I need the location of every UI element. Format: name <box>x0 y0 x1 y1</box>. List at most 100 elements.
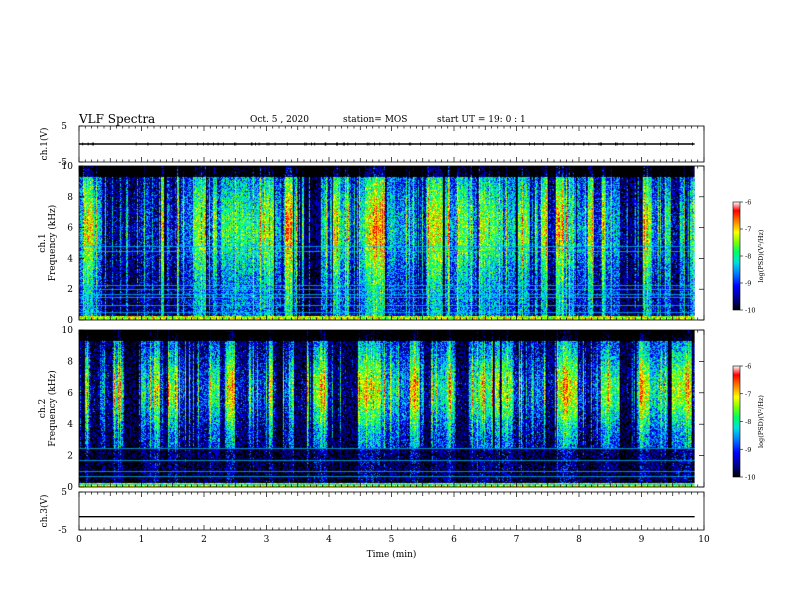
noise-mark <box>454 142 456 146</box>
noise-mark <box>336 142 338 146</box>
noise-mark <box>472 142 474 146</box>
noise-mark <box>266 142 268 146</box>
y-axis-label-ch2-spectrogram: ch.2Frequency (kHz) <box>38 370 58 447</box>
noise-mark <box>636 142 638 146</box>
y-tick-label: 4 <box>67 420 73 430</box>
noise-mark <box>147 142 149 146</box>
x-tick-label-8: 8 <box>576 535 582 545</box>
y-tick-label: 10 <box>62 162 74 172</box>
noise-mark <box>314 142 316 146</box>
date-label: Oct. 5 , 2020 <box>250 115 309 125</box>
noise-mark <box>408 142 410 146</box>
noise-mark <box>692 142 693 146</box>
noise-mark <box>304 142 306 146</box>
noise-mark <box>420 142 421 146</box>
y-tick-label: 2 <box>67 452 73 462</box>
colorbar-tick-label: -10 <box>745 474 755 482</box>
colorbar-label-ch2-spectrogram: log(PSD)(V²/Hz) <box>757 395 765 448</box>
noise-mark <box>567 142 569 146</box>
y-tick-label: 2 <box>67 285 73 295</box>
x-tick-label-2: 2 <box>201 535 207 545</box>
noise-mark <box>542 142 544 146</box>
noise-mark <box>598 142 600 146</box>
colorbar-tick-label: -9 <box>745 280 751 288</box>
noise-mark <box>600 142 601 146</box>
y-tick-label: -5 <box>58 526 67 536</box>
y-tick-label: 6 <box>67 224 73 234</box>
colorbar-ch2-spectrogram <box>732 365 741 478</box>
y-axis-label-ch3-waveform: ch.3(V) <box>39 495 50 528</box>
noise-mark <box>456 142 458 146</box>
noise-mark <box>509 142 511 146</box>
figure-title: VLF Spectra <box>79 112 156 126</box>
noise-mark <box>347 142 349 146</box>
noise-mark <box>435 142 437 146</box>
noise-mark <box>374 142 375 146</box>
colorbar-tick-label: -6 <box>745 199 751 207</box>
noise-mark <box>666 142 668 146</box>
noise-mark <box>410 142 412 146</box>
y-tick-label: 6 <box>67 389 73 399</box>
y-tick-label: 5 <box>61 488 67 498</box>
x-ticks-panel-2 <box>78 330 705 487</box>
noise-mark <box>324 142 326 146</box>
noise-mark <box>213 142 215 146</box>
y-axis-label-ch1-spectrogram: ch.1Frequency (kHz) <box>38 205 58 282</box>
noise-mark <box>493 142 495 146</box>
noise-mark <box>534 142 536 146</box>
noise-mark <box>615 142 616 146</box>
noise-mark <box>207 142 209 146</box>
noise-mark <box>235 142 237 146</box>
noise-mark <box>487 142 489 146</box>
colorbar-ch1-spectrogram <box>732 201 741 311</box>
panel-frame-ch3-waveform <box>78 491 705 531</box>
colorbar-tick-label: -10 <box>745 307 755 315</box>
noise-mark <box>529 142 531 146</box>
noise-mark <box>366 142 368 146</box>
spectrogram-ch2-spectrogram <box>79 330 695 487</box>
noise-mark <box>185 142 187 146</box>
x-tick-label-3: 3 <box>264 535 270 545</box>
x-tick-label-5: 5 <box>389 535 395 545</box>
noise-mark <box>222 142 224 146</box>
noise-mark <box>355 142 357 146</box>
noise-mark <box>176 142 178 146</box>
x-ticks-panel-1 <box>78 166 705 320</box>
x-tick-label-1: 1 <box>139 535 145 545</box>
noise-mark <box>160 142 162 146</box>
x-tick-label-6: 6 <box>451 535 457 545</box>
noise-mark <box>305 142 307 146</box>
noise-mark <box>489 142 491 146</box>
noise-mark <box>601 142 602 146</box>
x-tick-label-10: 10 <box>698 535 710 545</box>
noise-mark <box>468 142 470 146</box>
noise-mark <box>583 142 584 146</box>
spectrogram-ch1-spectrogram <box>79 166 695 320</box>
noise-mark <box>342 142 344 146</box>
x-tick-label-7: 7 <box>514 535 520 545</box>
noise-mark <box>622 142 624 146</box>
y-tick-label: 8 <box>67 193 73 203</box>
x-ticks-panel-0 <box>78 126 705 162</box>
noise-mark <box>482 142 484 146</box>
start-time-label: start UT = 19: 0 : 1 <box>437 115 526 125</box>
noise-mark <box>82 142 84 146</box>
colorbar-tick-label: -9 <box>745 446 751 454</box>
noise-mark <box>660 142 662 146</box>
station-label: station= MOS <box>343 115 408 125</box>
noise-mark <box>379 142 381 146</box>
noise-mark <box>217 142 219 146</box>
noise-mark <box>478 142 480 146</box>
noise-mark <box>344 142 345 146</box>
colorbar-tick-label: -7 <box>745 226 751 234</box>
noise-mark <box>644 142 646 146</box>
noise-mark <box>504 142 506 146</box>
noise-mark <box>389 142 391 146</box>
noise-mark <box>563 142 565 146</box>
noise-mark <box>258 142 260 146</box>
noise-mark <box>87 142 89 146</box>
x-ticks-panel-3: 0 1 2 3 4 5 6 7 8 9 10 <box>76 492 710 545</box>
noise-mark <box>573 142 575 146</box>
noise-mark <box>268 142 270 146</box>
